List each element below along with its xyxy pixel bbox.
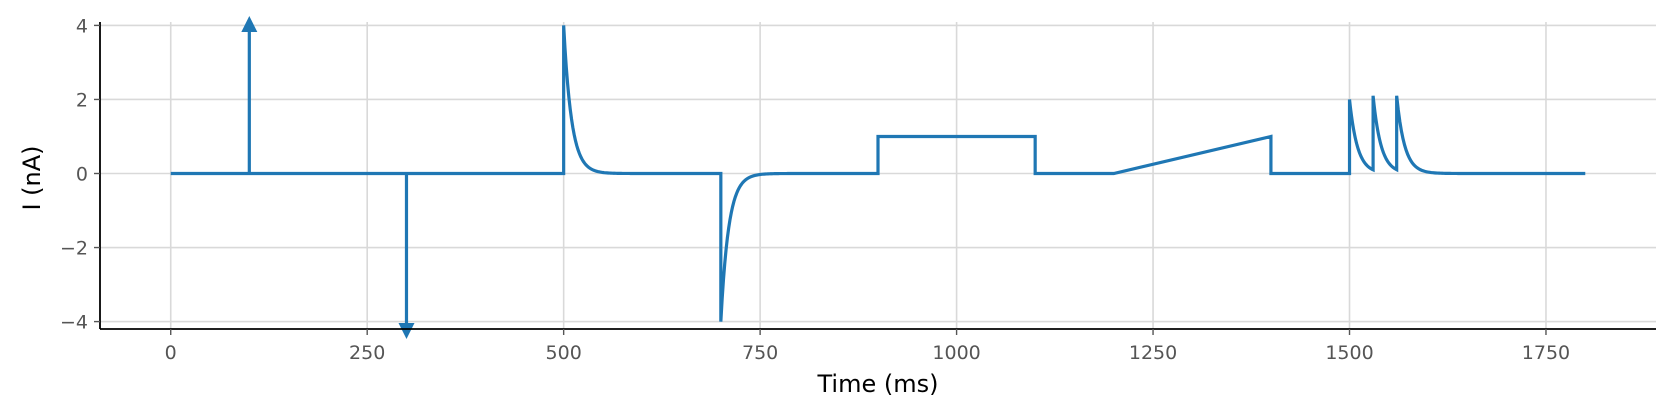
x-tick-label: 1250 xyxy=(1129,342,1177,364)
y-axis-title: I (nA) xyxy=(18,145,46,210)
y-tick-label: −4 xyxy=(60,312,88,334)
axes xyxy=(99,22,1656,330)
current-trace xyxy=(170,16,1586,339)
y-tick-label: 4 xyxy=(76,15,88,37)
x-tick-label: 250 xyxy=(349,342,385,364)
impulse-down-arrow xyxy=(398,173,415,339)
y-tick-label: 2 xyxy=(76,89,88,111)
y-tick-label: −2 xyxy=(60,238,88,260)
impulse-up-arrow xyxy=(241,16,258,174)
x-tick-label: 500 xyxy=(546,342,582,364)
x-tick-label: 1500 xyxy=(1325,342,1373,364)
y-tick-label: 0 xyxy=(76,164,88,186)
current-line xyxy=(170,25,1586,322)
x-tick-label: 0 xyxy=(165,342,177,364)
x-tick-label: 1750 xyxy=(1522,342,1570,364)
x-axis-title: Time (ms) xyxy=(817,370,939,398)
x-tick-label: 1000 xyxy=(932,342,980,364)
x-tick-label: 750 xyxy=(742,342,778,364)
ticks: 0 250 500 750 1000 1250 1500 1750 −4 −2 0 2 4 xyxy=(60,15,1570,364)
grid xyxy=(100,22,1656,329)
